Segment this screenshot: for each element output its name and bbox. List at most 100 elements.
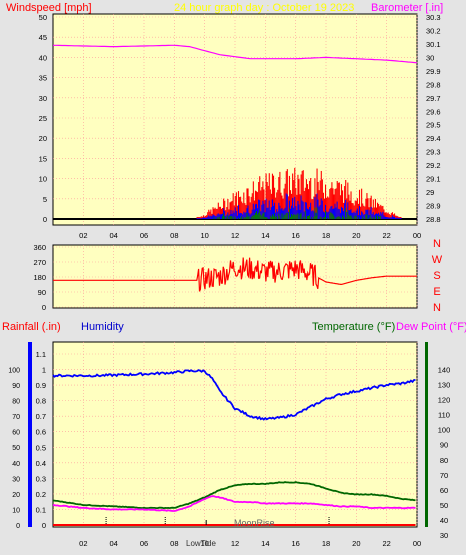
wind-tick-label: 45 [39, 33, 47, 42]
barometer-tick-label: 29.1 [426, 175, 441, 184]
wind-tick-label: 30 [39, 94, 47, 103]
wind-x-tick-label: 08 [170, 231, 178, 240]
barometer-tick-label: 29.8 [426, 80, 441, 89]
temperature-tick-label: 100 [438, 426, 451, 435]
humidity-tick-label: 30 [12, 476, 20, 483]
barometer-line [53, 44, 418, 64]
dewpoint-label: Dew Point (°F) [396, 321, 466, 333]
humidity-tick-label: 60 [12, 430, 20, 437]
direction-grid [53, 245, 418, 308]
humidity-tick-label: 0 [16, 523, 20, 530]
temperature-tick-label: 30 [440, 531, 448, 540]
climate-x-tick-label: 12 [231, 539, 239, 548]
wind-tick-label: 10 [39, 175, 47, 184]
climate-x-tick-label: 16 [291, 539, 299, 548]
wind-x-tick-label: 06 [140, 231, 148, 240]
temperature-tick-label: 90 [440, 441, 448, 450]
wind-x-tick-label: 12 [231, 231, 239, 240]
climate-x-tick-label: 22 [382, 539, 390, 548]
rainfall-tick-label: 0 [42, 521, 46, 530]
rainfall-tick-label: 0.3 [36, 474, 46, 483]
humidity-tick-label: 10 [12, 507, 20, 514]
barometer-tick-label: 30 [426, 53, 434, 62]
wind-x-tick-label: 22 [382, 231, 390, 240]
direction-tick-label: 360 [33, 243, 46, 252]
wind-grid [53, 14, 418, 225]
rainfall-tick-label: 0.9 [36, 381, 46, 390]
direction-tick-label: 270 [33, 258, 46, 267]
wind-tick-label: 25 [39, 114, 47, 123]
event-markers [105, 517, 330, 525]
barometer-tick-label: 29.4 [426, 134, 441, 143]
wind-x-ticks: 02 04 06 08 10 12 14 16 18 20 22 00 [79, 231, 421, 240]
wind-tick-label: 5 [43, 195, 47, 204]
humidity-tick-label: 70 [12, 414, 20, 421]
wind-bars [196, 167, 402, 219]
barometer-tick-label: 29 [426, 188, 434, 197]
temperature-ticks: 30 40 50 60 70 80 90 100 110 120 130 140 [438, 366, 451, 540]
barometer-tick-label: 29.9 [426, 67, 441, 76]
direction-ticks: 0 90 180 270 360 [33, 243, 46, 312]
climate-x-tick-label: 14 [261, 539, 269, 548]
climate-x-tick-label: 20 [352, 539, 360, 548]
wind-x-tick-label: 16 [291, 231, 299, 240]
moon-rise-label: MoonRise [234, 518, 275, 528]
wind-tick-label: 15 [39, 154, 47, 163]
humidity-tick-label: 20 [12, 492, 20, 499]
temperature-tick-label: 40 [440, 516, 448, 525]
temperature-tick-label: 120 [438, 396, 451, 405]
wind-left-ticks: 0 5 10 15 20 25 30 35 40 45 50 [39, 13, 47, 224]
compass-letter: E [433, 286, 440, 298]
rainfall-tick-label: 0.8 [36, 397, 46, 406]
wind-x-tick-label: 02 [79, 231, 87, 240]
wind-tick-label: 40 [39, 53, 47, 62]
barometer-tick-label: 29.2 [426, 161, 441, 170]
wind-tick-label: 0 [43, 215, 47, 224]
direction-plot-area [52, 244, 418, 309]
direction-tick-label: 0 [42, 303, 46, 312]
humidity-label: Humidity [81, 321, 124, 333]
climate-x-tick-label: 04 [109, 539, 117, 548]
temperature-tick-label: 110 [438, 411, 450, 420]
humidity-tick-label: 80 [12, 399, 20, 406]
temperature-tick-label: 70 [440, 471, 448, 480]
temperature-label: Temperature (°F) [312, 321, 395, 333]
barometer-tick-label: 29.7 [426, 94, 441, 103]
rainfall-tick-label: 0.4 [36, 459, 46, 468]
humidity-ticks: 0 10 20 30 40 50 60 70 80 90 100 [8, 367, 20, 530]
temperature-tick-label: 50 [440, 501, 448, 510]
rainfall-tick-label: 0.2 [36, 490, 46, 499]
climate-x-ticks: 02 04 06 08 10 12 14 16 18 20 22 00 [79, 539, 421, 548]
climate-x-tick-label: 10 [200, 539, 208, 548]
climate-x-tick-label: 08 [170, 539, 178, 548]
climate-x-tick-label: 18 [322, 539, 330, 548]
compass-letter: S [433, 270, 440, 282]
wind-x-tick-label: 00 [413, 231, 421, 240]
humidity-outer-axis-bar [28, 342, 32, 527]
temperature-tick-label: 140 [438, 366, 451, 375]
temperature-tick-label: 60 [440, 486, 448, 495]
wind-x-tick-label: 04 [109, 231, 117, 240]
dewpoint-line [52, 495, 416, 512]
low-tide-label: LowTide [186, 539, 216, 548]
compass-letter: N [433, 302, 441, 314]
barometer-tick-label: 29.5 [426, 121, 441, 130]
rainfall-tick-label: 0.1 [36, 505, 46, 514]
barometer-tick-label: 29.6 [426, 107, 441, 116]
direction-line [53, 257, 417, 292]
humidity-tick-label: 100 [8, 367, 20, 374]
rainfall-tick-label: 0.5 [36, 443, 46, 452]
barometer-tick-label: 29.3 [426, 148, 441, 157]
temperature-tick-label: 80 [440, 456, 448, 465]
direction-tick-label: 180 [33, 273, 46, 282]
barometer-right-ticks: 28.8 28.9 29 29.1 29.2 29.3 29.4 29.5 29.6 29.7 29… [426, 13, 441, 224]
barometer-tick-label: 30.3 [426, 13, 441, 22]
rainfall-tick-label: 1 [42, 366, 46, 375]
climate-x-tick-label: 06 [140, 539, 148, 548]
wind-x-tick-label: 18 [322, 231, 330, 240]
graph-title: 24 hour graph day : October 19 2023 [174, 2, 354, 14]
rainfall-label: Rainfall (.in) [2, 321, 61, 333]
humidity-line [52, 369, 416, 421]
